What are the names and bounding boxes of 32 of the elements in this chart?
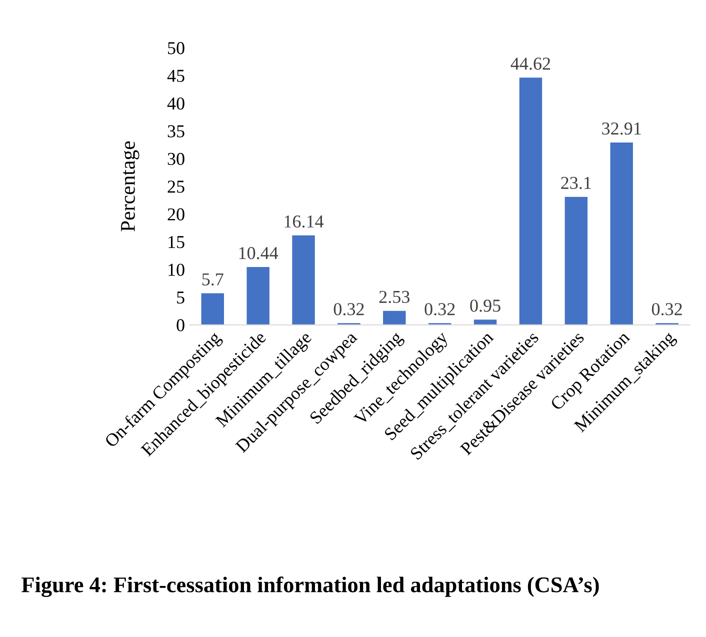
data-label: 44.62 — [510, 58, 550, 70]
y-tick-label: 15 — [168, 236, 184, 248]
y-tick-label: 25 — [168, 180, 184, 193]
text: Figure 4: First-cessation information led adaptations (CSA’s) — [22, 576, 599, 598]
bar — [383, 310, 406, 325]
y-tick-label: 50 — [168, 42, 184, 54]
bar — [474, 320, 497, 325]
bar — [519, 78, 542, 325]
bar — [201, 293, 224, 325]
data-label: 5.7 — [202, 273, 224, 286]
y-tick-label: 10 — [168, 264, 184, 276]
y-tick-label: 30 — [168, 152, 184, 166]
bar — [292, 235, 315, 325]
data-label: 0.32 — [334, 303, 364, 316]
data-label: 23.1 — [561, 176, 591, 190]
data-label: 32.91 — [602, 122, 641, 135]
data-label: 0.32 — [424, 303, 455, 316]
data-label: 10.44 — [239, 246, 278, 260]
y-tick-label: 0 — [176, 319, 184, 332]
bar — [246, 267, 270, 325]
y-tick-label: 5 — [177, 292, 184, 304]
y-tick-label: 40 — [167, 97, 184, 110]
bar — [564, 196, 588, 325]
y-tick-label: 45 — [167, 70, 184, 82]
y-tick-label: 20 — [168, 208, 184, 220]
data-label: 16.14 — [284, 215, 324, 228]
data-label: 0.95 — [470, 300, 500, 312]
data-label: 2.53 — [379, 290, 410, 304]
bar — [610, 142, 633, 325]
y-axis-title: Percentage — [121, 141, 140, 232]
data-label: 0.32 — [652, 303, 682, 316]
y-tick-label: 35 — [168, 125, 184, 138]
